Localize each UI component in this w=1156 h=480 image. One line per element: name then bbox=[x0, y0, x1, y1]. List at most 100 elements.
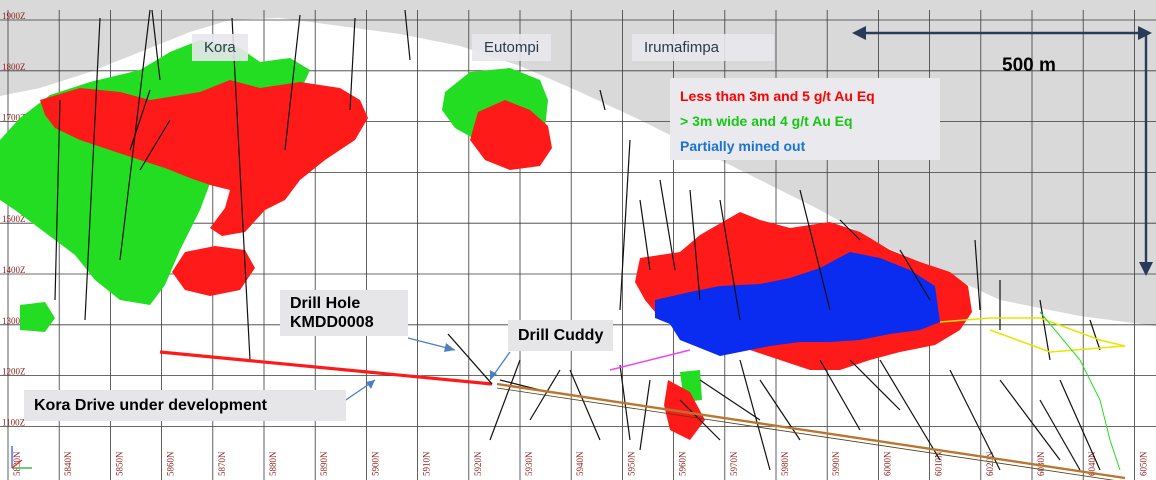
drill-hole-trace bbox=[151, 9, 161, 81]
axis-y bbox=[11, 459, 23, 469]
kora-drive-edge bbox=[496, 387, 1115, 480]
red-lower-lobe bbox=[664, 380, 705, 440]
northing-label: 5880N bbox=[268, 451, 278, 476]
scale-bar-label: 500 m bbox=[1002, 55, 1056, 76]
drill-hole-trace bbox=[879, 359, 941, 461]
northing-label: 5870N bbox=[217, 451, 227, 476]
kora-red-lower bbox=[172, 246, 255, 296]
northing-label: 5970N bbox=[729, 451, 739, 476]
drill-hole-trace bbox=[659, 179, 676, 271]
scale-bar-right-arrowhead bbox=[1138, 26, 1152, 40]
mined-out-zone bbox=[655, 252, 940, 356]
kora-drive bbox=[496, 382, 1126, 480]
drill-hole-trace bbox=[139, 119, 171, 171]
drill-hole-trace bbox=[689, 189, 701, 301]
drill-cuddy-arrowhead bbox=[490, 370, 497, 380]
drill-holes bbox=[54, 9, 1101, 471]
drill-hole-trace bbox=[1059, 379, 1101, 471]
drill-hole-callout: Drill Hole KMDD0008 bbox=[280, 290, 408, 337]
green-drive bbox=[1039, 311, 1121, 471]
drill-hole-trace bbox=[1039, 299, 1051, 361]
drill-hole-arrowhead bbox=[444, 343, 455, 352]
drill-hole-trace bbox=[839, 219, 861, 241]
axis-triad bbox=[11, 446, 32, 469]
elevation-label: 1200Z bbox=[2, 367, 26, 377]
kora-green-lower bbox=[20, 302, 55, 332]
drill-hole-trace bbox=[231, 17, 251, 361]
drill-hole-trace bbox=[129, 89, 151, 151]
northing-label: 5980N bbox=[780, 451, 790, 476]
kora-red-zone bbox=[40, 80, 368, 236]
drill-hole-trace bbox=[54, 99, 61, 301]
elevation-label: 1700Z bbox=[2, 113, 26, 123]
elevation-label: 1900Z bbox=[2, 11, 26, 21]
grade-legend: Less than 3m and 5 g/t Au Eq > 3m wide a… bbox=[670, 78, 940, 160]
drill-hole-trace bbox=[899, 249, 931, 301]
drill-hole-trace bbox=[679, 399, 721, 441]
area-label-eutompi: Eutompi bbox=[472, 34, 552, 61]
drill-hole-callout-line1: Drill Hole bbox=[290, 295, 361, 312]
northing-label: 5920N bbox=[473, 451, 483, 476]
northing-label: 5940N bbox=[575, 451, 585, 476]
elevation-label: 1300Z bbox=[2, 316, 26, 326]
drill-hole-trace bbox=[489, 359, 521, 441]
northing-label: 5890N bbox=[319, 451, 329, 476]
northing-label: 6000N bbox=[882, 451, 892, 476]
yellow-drive bbox=[939, 317, 1126, 353]
drill-hole-trace bbox=[719, 199, 741, 321]
drill-hole-trace bbox=[349, 17, 356, 111]
proposed-drill-line bbox=[159, 350, 493, 386]
legend-green-entry: > 3m wide and 4 g/t Au Eq bbox=[680, 113, 853, 129]
drill-hole-trace bbox=[974, 239, 981, 311]
drill-cuddy-callout: Drill Cuddy bbox=[508, 320, 614, 352]
scale-bar-left-arrowhead bbox=[852, 26, 866, 40]
northing-label: 5990N bbox=[831, 451, 841, 476]
drill-hole-trace bbox=[1089, 319, 1101, 351]
drill-hole-trace bbox=[819, 359, 861, 431]
drill-hole-trace bbox=[759, 379, 801, 441]
drill-hole-trace bbox=[799, 189, 831, 311]
kora-drive-callout: Kora Drive under development bbox=[24, 390, 346, 422]
drill-hole-trace bbox=[284, 14, 301, 151]
northing-label: 6010N bbox=[934, 451, 944, 476]
scale-bar bbox=[852, 26, 1153, 276]
northing-label: 5840N bbox=[63, 451, 73, 476]
elevation-label: 1500Z bbox=[2, 214, 26, 224]
drill-hole-trace bbox=[949, 369, 1001, 471]
drill-hole-trace bbox=[699, 379, 761, 421]
northing-label: 5960N bbox=[678, 451, 688, 476]
northing-label: 5950N bbox=[626, 451, 636, 476]
northing-label: 6020N bbox=[985, 451, 995, 476]
elevation-label: 1100Z bbox=[2, 417, 25, 427]
elevation-label: 1400Z bbox=[2, 265, 26, 275]
drill-hole-trace bbox=[599, 89, 606, 111]
kora-drive-arrowhead bbox=[366, 380, 375, 389]
pink-drive bbox=[609, 349, 691, 371]
drill-hole-trace bbox=[639, 379, 651, 451]
eutompi-red-zone bbox=[470, 100, 552, 170]
drill-hole-trace bbox=[619, 139, 631, 311]
drill-hole-trace bbox=[999, 379, 1061, 461]
drill-hole-trace bbox=[1039, 399, 1081, 471]
northing-label: 5910N bbox=[422, 451, 432, 476]
drill-hole-trace bbox=[569, 369, 601, 441]
northing-label: 5930N bbox=[524, 451, 534, 476]
drill-hole-trace bbox=[404, 9, 411, 61]
scale-bar-bottom-arrowhead bbox=[1139, 262, 1153, 276]
drill-hole-trace bbox=[84, 17, 101, 321]
drill-hole-trace bbox=[849, 359, 901, 411]
legend-blue-entry: Partially mined out bbox=[680, 138, 806, 154]
northing-label: 5850N bbox=[114, 451, 124, 476]
drill-hole-callout-line2: KMDD0008 bbox=[290, 314, 374, 332]
arrow-heads bbox=[366, 343, 497, 389]
drill-hole-kmdd0008-trace bbox=[447, 333, 493, 385]
northing-label: 5900N bbox=[370, 451, 380, 476]
northing-label: 5860N bbox=[166, 451, 176, 476]
northing-label: 6030N bbox=[1036, 451, 1046, 476]
elevation-label: 1800Z bbox=[2, 62, 26, 72]
drill-hole-trace bbox=[639, 199, 651, 271]
northing-label: 6040N bbox=[1087, 451, 1097, 476]
area-label-kora: Kora bbox=[192, 34, 248, 61]
drill-hole-trace bbox=[739, 359, 771, 471]
